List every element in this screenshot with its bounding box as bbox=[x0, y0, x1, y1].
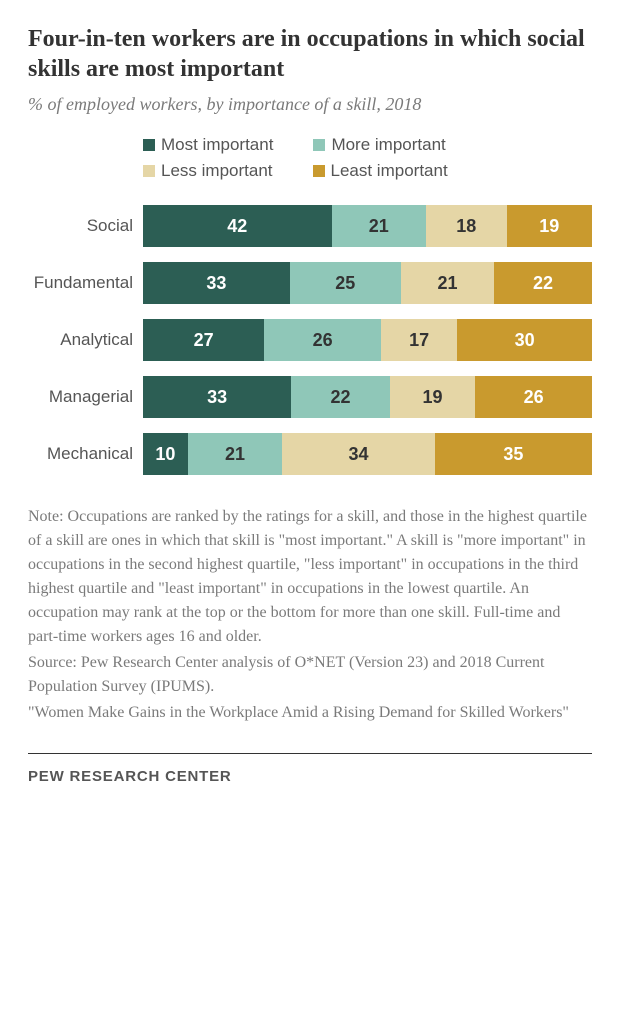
bar-label: Managerial bbox=[28, 387, 143, 407]
chart-title: Four-in-ten workers are in occupations i… bbox=[28, 24, 592, 84]
legend-label: Less important bbox=[161, 161, 273, 181]
swatch-icon bbox=[313, 165, 325, 177]
bar-label: Mechanical bbox=[28, 444, 143, 464]
bar-segment: 34 bbox=[282, 433, 435, 475]
bar: 33252122 bbox=[143, 262, 592, 304]
legend-item: Most important bbox=[143, 135, 273, 155]
bar-segment: 30 bbox=[457, 319, 592, 361]
swatch-icon bbox=[143, 139, 155, 151]
divider bbox=[28, 753, 592, 754]
bar-label: Social bbox=[28, 216, 143, 236]
bar-segment: 19 bbox=[390, 376, 475, 418]
bar: 10213435 bbox=[143, 433, 592, 475]
bar-segment: 27 bbox=[143, 319, 264, 361]
bar-segment: 33 bbox=[143, 376, 291, 418]
chart-note: Note: Occupations are ranked by the rati… bbox=[28, 505, 592, 725]
note-line: Source: Pew Research Center analysis of … bbox=[28, 651, 592, 699]
bar-segment: 35 bbox=[435, 433, 592, 475]
legend-label: More important bbox=[331, 135, 445, 155]
legend-item: Less important bbox=[143, 161, 273, 181]
bar-segment: 42 bbox=[143, 205, 332, 247]
bar-segment: 21 bbox=[332, 205, 426, 247]
bar-segment: 33 bbox=[143, 262, 290, 304]
swatch-icon bbox=[143, 165, 155, 177]
bar-segment: 26 bbox=[264, 319, 381, 361]
bar-segment: 19 bbox=[507, 205, 592, 247]
bar: 42211819 bbox=[143, 205, 592, 247]
bar-segment: 26 bbox=[475, 376, 592, 418]
chart-subtitle: % of employed workers, by importance of … bbox=[28, 94, 592, 115]
legend-label: Least important bbox=[331, 161, 448, 181]
bar-segment: 22 bbox=[291, 376, 390, 418]
bar-segment: 25 bbox=[290, 262, 401, 304]
bar-row: Analytical27261730 bbox=[28, 319, 592, 361]
note-line: "Women Make Gains in the Workplace Amid … bbox=[28, 701, 592, 725]
bar-row: Social42211819 bbox=[28, 205, 592, 247]
bar-row: Managerial33221926 bbox=[28, 376, 592, 418]
legend-label: Most important bbox=[161, 135, 273, 155]
bar-row: Fundamental33252122 bbox=[28, 262, 592, 304]
note-line: Note: Occupations are ranked by the rati… bbox=[28, 505, 592, 649]
bar-segment: 10 bbox=[143, 433, 188, 475]
swatch-icon bbox=[313, 139, 325, 151]
stacked-bar-chart: Social42211819Fundamental33252122Analyti… bbox=[28, 205, 592, 475]
bar: 33221926 bbox=[143, 376, 592, 418]
bar-segment: 22 bbox=[494, 262, 592, 304]
legend: Most important More important Less impor… bbox=[143, 135, 592, 181]
bar-segment: 18 bbox=[426, 205, 507, 247]
bar-label: Fundamental bbox=[28, 273, 143, 293]
bar-segment: 21 bbox=[188, 433, 282, 475]
footer-brand: PEW RESEARCH CENTER bbox=[28, 768, 592, 785]
bar: 27261730 bbox=[143, 319, 592, 361]
legend-item: Least important bbox=[313, 161, 448, 181]
bar-segment: 21 bbox=[401, 262, 494, 304]
bar-row: Mechanical10213435 bbox=[28, 433, 592, 475]
bar-label: Analytical bbox=[28, 330, 143, 350]
bar-segment: 17 bbox=[381, 319, 457, 361]
legend-item: More important bbox=[313, 135, 445, 155]
